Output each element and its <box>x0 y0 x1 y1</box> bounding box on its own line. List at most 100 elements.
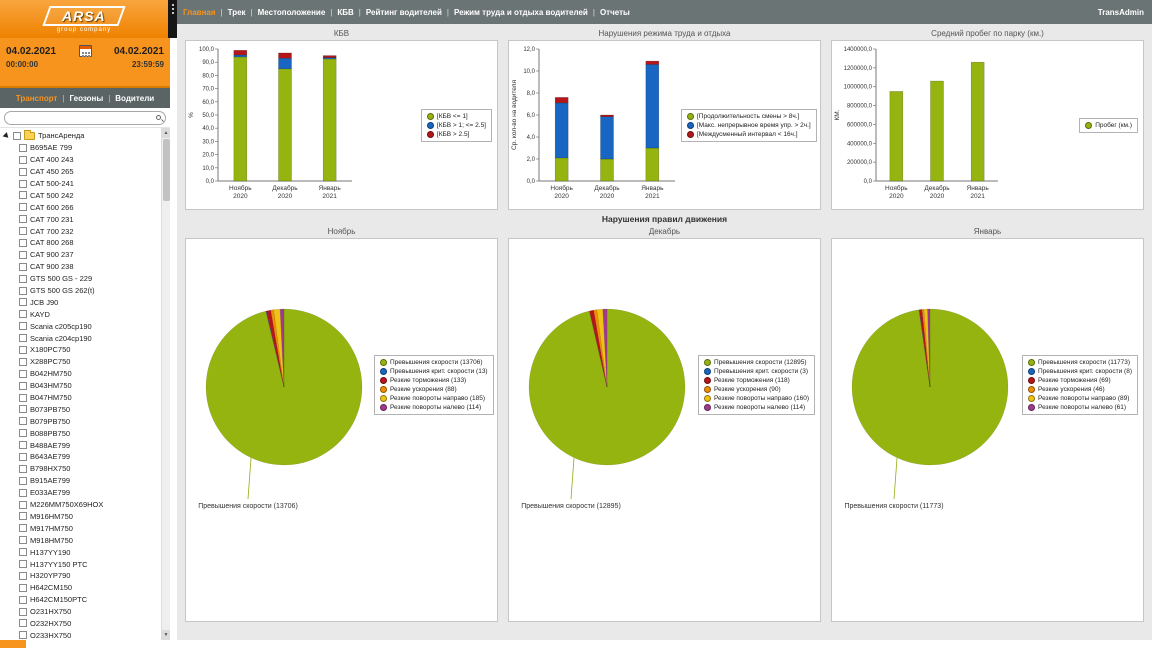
date-from[interactable]: 04.02.2021 <box>6 45 57 57</box>
tree-item[interactable]: CAT 700 232 <box>4 225 158 237</box>
checkbox[interactable] <box>19 215 27 224</box>
tree-item[interactable]: GTS 500 GS - 229 <box>4 273 158 285</box>
tree-item[interactable]: CAT 700 231 <box>4 213 158 225</box>
checkbox[interactable] <box>19 500 27 509</box>
checkbox[interactable] <box>19 298 27 307</box>
tree-item[interactable]: B088PB750 <box>4 427 158 439</box>
tree-item[interactable]: B695AE 799 <box>4 142 158 154</box>
checkbox[interactable] <box>19 357 27 366</box>
checkbox[interactable] <box>19 179 27 188</box>
checkbox[interactable] <box>19 345 27 354</box>
tree-item[interactable]: Scania c204cp190 <box>4 332 158 344</box>
checkbox[interactable] <box>19 524 27 533</box>
nav-item-0[interactable]: Главная <box>183 7 216 17</box>
checkbox[interactable] <box>19 619 27 628</box>
tree-item[interactable]: B047HM750 <box>4 392 158 404</box>
tree-item[interactable]: B915AE799 <box>4 475 158 487</box>
tree-item[interactable]: CAT 900 238 <box>4 261 158 273</box>
tree-item[interactable]: GTS 500 GS 262(t) <box>4 285 158 297</box>
checkbox[interactable] <box>19 571 27 580</box>
tree-item[interactable]: CAT 450 265 <box>4 166 158 178</box>
checkbox[interactable] <box>19 310 27 319</box>
nav-item-4[interactable]: Рейтинг водителей <box>365 7 442 17</box>
tree-item[interactable]: H137YY190 <box>4 546 158 558</box>
expander-icon[interactable] <box>2 132 13 140</box>
tree-item[interactable]: O233HX750 <box>4 629 158 640</box>
checkbox[interactable] <box>19 595 27 604</box>
tree-item[interactable]: CAT 600 266 <box>4 201 158 213</box>
sidebar-tab-1[interactable]: Геозоны <box>69 93 104 103</box>
checkbox[interactable] <box>19 203 27 212</box>
search-input[interactable] <box>4 110 166 125</box>
tree-item[interactable]: M226MM750X69HOX <box>4 499 158 511</box>
tree-root[interactable]: ТрансАренда <box>2 129 158 142</box>
checkbox[interactable] <box>19 548 27 557</box>
checkbox[interactable] <box>19 560 27 568</box>
tree-item[interactable]: JCB J90 <box>4 296 158 308</box>
tree-item[interactable]: O232HX750 <box>4 618 158 630</box>
tree-item[interactable]: B043HM750 <box>4 380 158 392</box>
checkbox[interactable] <box>19 143 27 152</box>
nav-item-1[interactable]: Трек <box>227 7 246 17</box>
checkbox[interactable] <box>19 369 27 378</box>
sidebar-tab-2[interactable]: Водители <box>115 93 155 103</box>
calendar-icon[interactable] <box>78 45 92 57</box>
tree-item[interactable]: H137YY150 PTC <box>4 558 158 570</box>
tree-item[interactable]: B073PB750 <box>4 403 158 415</box>
nav-item-2[interactable]: Местоположение <box>257 7 326 17</box>
checkbox[interactable] <box>19 464 27 473</box>
app-logo[interactable]: ARSA group company <box>0 0 168 38</box>
checkbox[interactable] <box>19 238 27 247</box>
checkbox[interactable] <box>19 536 27 545</box>
nav-item-6[interactable]: Отчеты <box>599 7 630 17</box>
tree-item[interactable]: CAT 800 268 <box>4 237 158 249</box>
tree-item[interactable]: M918HM750 <box>4 534 158 546</box>
checkbox[interactable] <box>19 322 27 331</box>
tree-item[interactable]: H642CM150PTC <box>4 594 158 606</box>
checkbox[interactable] <box>19 452 27 461</box>
checkbox[interactable] <box>19 441 27 450</box>
sidebar-footer-handle[interactable] <box>0 640 26 648</box>
time-from[interactable]: 00:00:00 <box>6 60 39 69</box>
time-to[interactable]: 23:59:59 <box>131 60 164 69</box>
menu-dots-icon[interactable] <box>168 0 177 38</box>
user-label[interactable]: TransAdmin <box>1097 7 1144 17</box>
tree-item[interactable]: B042HM750 <box>4 368 158 380</box>
tree-item[interactable]: H320YP790 <box>4 570 158 582</box>
checkbox[interactable] <box>19 250 27 259</box>
checkbox[interactable] <box>19 405 27 414</box>
checkbox[interactable] <box>19 155 27 164</box>
checkbox[interactable] <box>13 131 21 140</box>
checkbox[interactable] <box>19 191 27 200</box>
tree-item[interactable]: X180PC750 <box>4 344 158 356</box>
tree-item[interactable]: X288PC750 <box>4 356 158 368</box>
checkbox[interactable] <box>19 167 27 176</box>
checkbox[interactable] <box>19 334 27 343</box>
tree-item[interactable]: O231HX750 <box>4 606 158 618</box>
nav-item-3[interactable]: КБВ <box>337 7 354 17</box>
checkbox[interactable] <box>19 429 27 438</box>
checkbox[interactable] <box>19 393 27 402</box>
tree-item[interactable]: H642CM150 <box>4 582 158 594</box>
date-to[interactable]: 04.02.2021 <box>113 45 164 57</box>
checkbox[interactable] <box>19 512 27 521</box>
checkbox[interactable] <box>19 286 27 295</box>
tree-item[interactable]: B798HX750 <box>4 463 158 475</box>
tree-item[interactable]: CAT 500-241 <box>4 178 158 190</box>
checkbox[interactable] <box>19 262 27 271</box>
tree-item[interactable]: CAT 400 243 <box>4 154 158 166</box>
checkbox[interactable] <box>19 227 27 236</box>
scroll-up-icon[interactable]: ▲ <box>162 128 170 138</box>
tree-item[interactable]: CAT 500 242 <box>4 189 158 201</box>
tree-item[interactable]: KAYD <box>4 308 158 320</box>
tree-item[interactable]: B643AE799 <box>4 451 158 463</box>
tree-item[interactable]: CAT 900 237 <box>4 249 158 261</box>
checkbox[interactable] <box>19 488 27 497</box>
nav-item-5[interactable]: Режим труда и отдыха водителей <box>453 7 588 17</box>
checkbox[interactable] <box>19 381 27 390</box>
tree-item[interactable]: B079PB750 <box>4 415 158 427</box>
tree-item[interactable]: B488AE799 <box>4 439 158 451</box>
checkbox[interactable] <box>19 583 27 592</box>
checkbox[interactable] <box>19 417 27 426</box>
tree-item[interactable]: M916HM750 <box>4 511 158 523</box>
